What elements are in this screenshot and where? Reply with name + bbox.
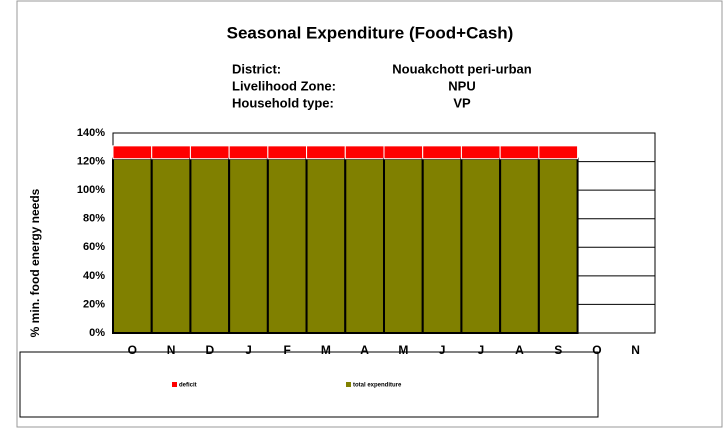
y-axis-label: % min. food energy needs [28, 188, 42, 337]
x-tick-label: O [128, 343, 137, 357]
bar-segment [499, 157, 540, 334]
bar-segment [151, 145, 191, 160]
bar-segment [538, 145, 579, 160]
bar-segment [189, 157, 231, 334]
bar-segment [266, 157, 308, 334]
legend-swatch [346, 382, 351, 387]
y-tick-label: 60% [83, 241, 105, 253]
x-tick-label: J [477, 343, 484, 357]
x-tick-label: F [284, 343, 291, 357]
x-tick-label: O [592, 343, 601, 357]
bar-segment [112, 145, 153, 160]
bar-segment [112, 157, 153, 334]
bar-segment [460, 157, 502, 334]
info-label: Livelihood Zone: [232, 78, 336, 93]
bar-segment [306, 145, 346, 160]
bar-segment [422, 145, 462, 160]
bar-segment [228, 145, 269, 160]
bar-segment [267, 145, 308, 160]
chart-title: Seasonal Expenditure (Food+Cash) [227, 23, 514, 42]
x-tick-label: J [245, 343, 252, 357]
bar-segment [228, 157, 269, 334]
y-tick-label: 120% [77, 155, 105, 167]
x-tick-label: A [515, 343, 524, 357]
y-tick-label: 100% [77, 184, 105, 196]
bar-segment [344, 145, 385, 160]
y-tick-label: 0% [89, 327, 105, 339]
legend-swatch [172, 382, 177, 387]
info-value: NPU [448, 78, 475, 93]
y-tick-label: 80% [83, 213, 105, 225]
info-value: Nouakchott peri-urban [392, 61, 531, 76]
bar-segment [421, 157, 463, 334]
legend-label: total expenditure [353, 383, 402, 389]
info-value: VP [453, 95, 471, 110]
bar-segment [344, 157, 385, 334]
bar-segment [537, 157, 579, 334]
x-tick-label: S [554, 343, 562, 357]
info-label: District: [232, 61, 281, 76]
bar-segment [383, 157, 424, 334]
bar-segment [460, 145, 501, 160]
legend-box [19, 351, 599, 418]
bar-segment [305, 157, 347, 334]
x-tick-label: D [205, 343, 214, 357]
info-label: Household type: [232, 95, 334, 110]
x-tick-label: A [360, 343, 369, 357]
x-tick-label: N [631, 343, 640, 357]
bar-segment [189, 145, 230, 160]
y-tick-label: 140% [77, 127, 105, 139]
x-tick-label: N [167, 343, 176, 357]
bar-segment [150, 157, 192, 334]
x-tick-label: M [321, 343, 331, 357]
bar-segment [383, 145, 424, 160]
legend-label: deficit [179, 383, 197, 389]
y-tick-label: 40% [83, 270, 105, 282]
x-tick-label: J [439, 343, 446, 357]
x-tick-label: M [398, 343, 408, 357]
y-tick-label: 20% [83, 298, 105, 310]
bar-segment [499, 145, 540, 160]
